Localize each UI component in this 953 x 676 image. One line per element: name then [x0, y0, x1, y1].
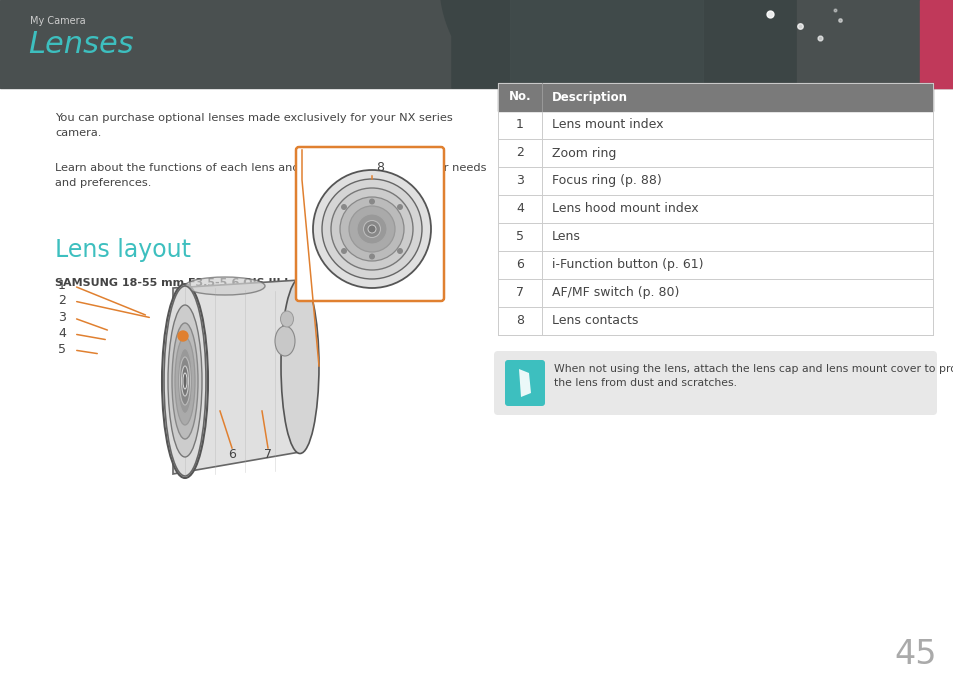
- Bar: [497, 111, 932, 139]
- Bar: [497, 167, 932, 195]
- Bar: [919, 0, 953, 88]
- Text: Description: Description: [552, 91, 627, 103]
- Polygon shape: [172, 280, 299, 474]
- Text: 8: 8: [516, 314, 523, 327]
- Text: 1: 1: [58, 279, 66, 293]
- Bar: [497, 195, 932, 223]
- Ellipse shape: [368, 225, 375, 233]
- FancyBboxPatch shape: [494, 351, 936, 415]
- Polygon shape: [510, 0, 702, 88]
- Circle shape: [340, 248, 347, 254]
- Text: 7: 7: [264, 448, 272, 460]
- Bar: [497, 223, 932, 251]
- Text: Zoom ring: Zoom ring: [552, 147, 616, 160]
- Ellipse shape: [181, 366, 189, 396]
- Text: Lens: Lens: [552, 231, 580, 243]
- Ellipse shape: [174, 337, 194, 425]
- Circle shape: [340, 204, 347, 210]
- Text: 45: 45: [894, 637, 936, 671]
- Text: Lens mount index: Lens mount index: [552, 118, 662, 132]
- Ellipse shape: [339, 197, 403, 261]
- Ellipse shape: [162, 284, 208, 478]
- Ellipse shape: [177, 349, 193, 414]
- Text: 2: 2: [516, 147, 523, 160]
- Ellipse shape: [183, 373, 187, 389]
- Text: SAMSUNG 18-55 mm F3.5-5.6 OIS III lens (example): SAMSUNG 18-55 mm F3.5-5.6 OIS III lens (…: [55, 278, 376, 288]
- Ellipse shape: [281, 279, 318, 454]
- Text: My Camera: My Camera: [30, 16, 86, 26]
- Text: 1: 1: [516, 118, 523, 132]
- Ellipse shape: [274, 326, 294, 356]
- Text: Lens layout: Lens layout: [55, 238, 191, 262]
- Text: Lenses: Lenses: [28, 30, 133, 59]
- Ellipse shape: [363, 220, 380, 237]
- Bar: [497, 83, 932, 111]
- Bar: [497, 279, 932, 307]
- Text: 2: 2: [58, 295, 66, 308]
- Circle shape: [396, 248, 402, 254]
- Bar: [497, 251, 932, 279]
- Text: When not using the lens, attach the lens cap and lens mount cover to protect
the: When not using the lens, attach the lens…: [554, 364, 953, 389]
- Text: 3: 3: [58, 312, 66, 324]
- Circle shape: [396, 204, 402, 210]
- Ellipse shape: [313, 170, 431, 288]
- Text: No.: No.: [508, 91, 531, 103]
- Bar: [497, 139, 932, 167]
- Text: 5: 5: [58, 343, 66, 356]
- FancyBboxPatch shape: [295, 147, 443, 301]
- Ellipse shape: [164, 286, 206, 476]
- Circle shape: [178, 331, 188, 341]
- Ellipse shape: [280, 311, 294, 327]
- Ellipse shape: [356, 214, 387, 244]
- Text: i-Function button (p. 61): i-Function button (p. 61): [552, 258, 702, 272]
- Text: Lens contacts: Lens contacts: [552, 314, 638, 327]
- FancyBboxPatch shape: [504, 360, 544, 406]
- Text: 6: 6: [516, 258, 523, 272]
- Ellipse shape: [185, 277, 265, 295]
- Ellipse shape: [331, 188, 413, 270]
- Text: 5: 5: [516, 231, 523, 243]
- Ellipse shape: [179, 357, 191, 405]
- Text: 4: 4: [58, 327, 66, 341]
- Text: You can purchase optional lenses made exclusively for your NX series
camera.: You can purchase optional lenses made ex…: [55, 113, 453, 138]
- Polygon shape: [439, 0, 796, 88]
- Text: 8: 8: [375, 162, 384, 174]
- Polygon shape: [518, 369, 531, 397]
- Text: 7: 7: [516, 287, 523, 299]
- Text: Focus ring (p. 88): Focus ring (p. 88): [552, 174, 661, 187]
- Ellipse shape: [322, 179, 421, 279]
- Text: 3: 3: [516, 174, 523, 187]
- Circle shape: [369, 199, 375, 205]
- Bar: [0, 0, 953, 88]
- Circle shape: [369, 254, 375, 260]
- Text: Lens hood mount index: Lens hood mount index: [552, 203, 698, 216]
- Text: Learn about the functions of each lens and select one that suits your needs
and : Learn about the functions of each lens a…: [55, 163, 486, 188]
- Text: AF/MF switch (p. 80): AF/MF switch (p. 80): [552, 287, 679, 299]
- Text: 4: 4: [516, 203, 523, 216]
- Text: 6: 6: [228, 448, 235, 460]
- Ellipse shape: [349, 206, 395, 252]
- Ellipse shape: [168, 305, 202, 457]
- Ellipse shape: [172, 323, 198, 439]
- Bar: [497, 307, 932, 335]
